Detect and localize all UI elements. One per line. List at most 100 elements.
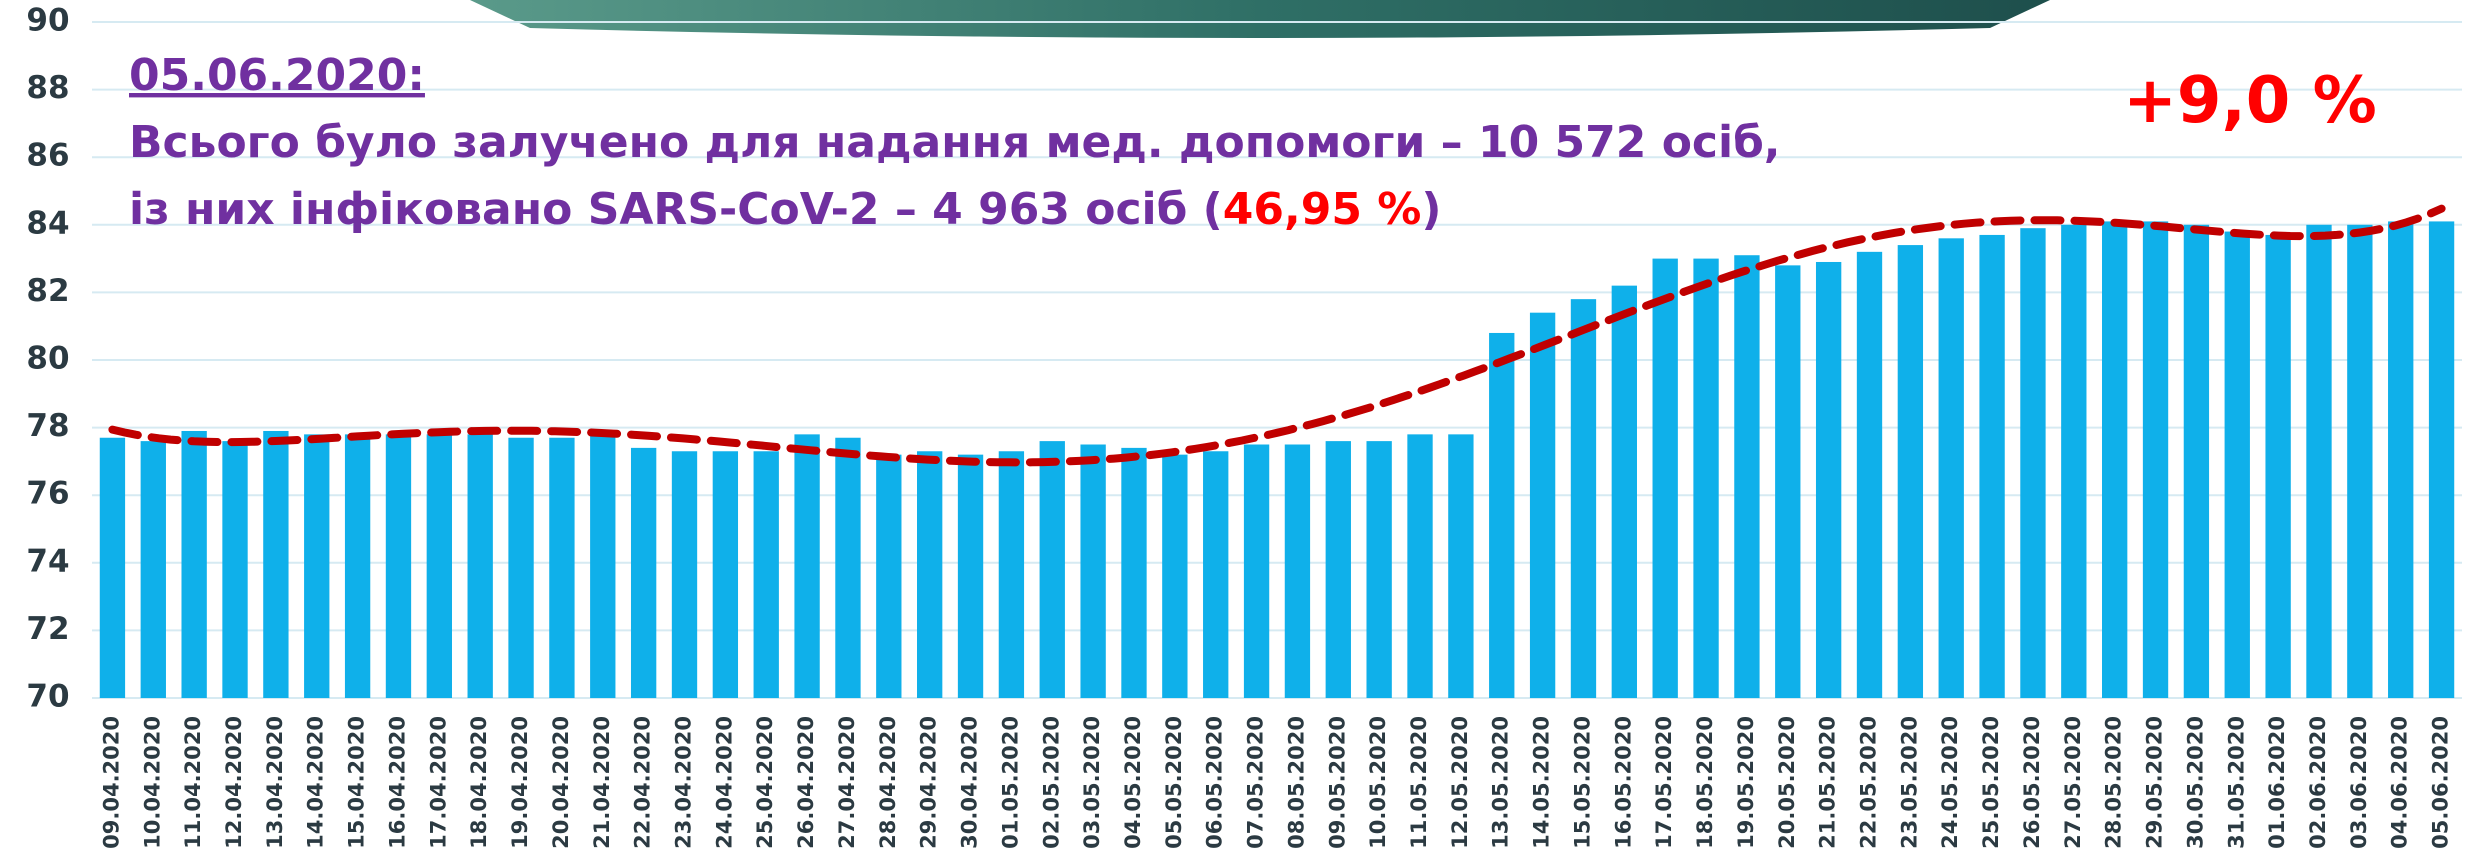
y-tick-label: 70 (26, 679, 69, 715)
bar (2224, 231, 2250, 698)
bar (998, 451, 1025, 698)
bar (917, 451, 943, 698)
y-tick-label: 80 (26, 341, 69, 377)
y-tick-label: 76 (26, 476, 69, 512)
bar (1775, 265, 1801, 698)
annotation-text: із них інфіковано SARS-CoV-2 – 4 963 осі… (129, 184, 1223, 235)
x-tick-label: 21.05.2020 (1816, 716, 1840, 849)
x-tick-label: 23.04.2020 (672, 716, 696, 849)
bar (1489, 332, 1515, 698)
bar (1203, 451, 1229, 698)
y-tick-label: 78 (26, 408, 69, 444)
x-tick-label: 29.04.2020 (917, 716, 941, 849)
bar (549, 437, 575, 698)
x-tick-label: 12.04.2020 (222, 716, 246, 849)
x-tick-label: 31.05.2020 (2224, 716, 2248, 849)
annotation-date: 05.06.2020: (129, 50, 425, 101)
bar (712, 451, 739, 698)
x-tick-label: 22.05.2020 (1857, 716, 1881, 849)
bar (2183, 224, 2210, 699)
y-tick-label: 82 (26, 273, 69, 309)
x-tick-label: 13.05.2020 (1489, 716, 1513, 849)
x-tick-label: 18.04.2020 (467, 716, 491, 849)
x-tick-label: 25.05.2020 (1979, 716, 2003, 849)
x-tick-label: 29.05.2020 (2143, 716, 2167, 849)
bar (1366, 441, 1392, 698)
bar (304, 434, 330, 698)
bar (2102, 221, 2128, 699)
x-tick-label: 11.05.2020 (1407, 716, 1431, 849)
bar (590, 434, 616, 698)
bar (957, 454, 984, 698)
y-tick-label: 72 (26, 611, 69, 647)
bar (2142, 221, 2169, 699)
bar (344, 434, 371, 698)
x-tick-label: 22.04.2020 (631, 716, 655, 849)
x-tick-label: 03.05.2020 (1080, 716, 1104, 849)
header-decoration (470, 0, 2050, 38)
bar (385, 434, 412, 698)
x-tick-label: 05.05.2020 (1162, 716, 1186, 849)
bar (1856, 251, 1883, 698)
y-tick-label: 90 (26, 3, 69, 39)
x-tick-label: 01.05.2020 (998, 716, 1022, 849)
bar (1652, 258, 1678, 698)
bar (2388, 221, 2414, 699)
trend (108, 204, 2446, 467)
y-tick-label: 74 (26, 543, 69, 579)
bar (1570, 299, 1597, 698)
bar (467, 434, 493, 698)
bar (426, 434, 452, 698)
x-tick-label: 14.04.2020 (304, 716, 328, 849)
bar (1039, 441, 1065, 698)
annotation-change: +9,0 % (2123, 64, 2376, 138)
y-tick-label: 88 (26, 70, 69, 106)
bar (1121, 447, 1147, 698)
x-tick-label: 13.04.2020 (263, 716, 287, 849)
bar (1693, 258, 1719, 698)
x-tick-label: 07.05.2020 (1244, 716, 1268, 849)
bar (1979, 234, 2005, 698)
x-tick-label: 20.05.2020 (1775, 716, 1799, 849)
x-tick-label: 08.05.2020 (1284, 716, 1308, 849)
x-tick-label: 16.04.2020 (385, 716, 409, 849)
x-tick-label: 25.04.2020 (753, 716, 777, 849)
bar (1407, 434, 1433, 698)
x-tick-label: 21.04.2020 (590, 716, 614, 849)
annotation-line1: Всього було залучено для надання мед. до… (129, 117, 1781, 168)
bar (794, 434, 820, 698)
bar (753, 451, 779, 698)
bars (99, 221, 2455, 699)
bar (263, 430, 289, 698)
bar (99, 437, 126, 698)
bar (1284, 444, 1311, 698)
y-tick-label: 86 (26, 138, 69, 174)
x-tick-label: 09.04.2020 (99, 716, 123, 849)
x-tick-label: 15.04.2020 (345, 716, 369, 849)
x-tick-label: 17.04.2020 (426, 716, 450, 849)
x-tick-label: 04.05.2020 (1121, 716, 1145, 849)
bar (876, 454, 902, 698)
bar (181, 430, 207, 698)
x-tick-label: 11.04.2020 (181, 716, 205, 849)
x-tick-label: 28.04.2020 (876, 716, 900, 849)
x-tick-label: 24.05.2020 (1938, 716, 1962, 849)
x-tick-label: 01.06.2020 (2265, 716, 2289, 849)
x-tick-label: 09.05.2020 (1325, 716, 1349, 849)
bar (1243, 444, 1270, 698)
bar (630, 447, 657, 698)
bar (1448, 434, 1474, 698)
x-tick-label: 04.06.2020 (2388, 716, 2412, 849)
x-tick-label: 27.05.2020 (2061, 716, 2085, 849)
x-tick-label: 05.06.2020 (2429, 716, 2453, 849)
annotation-line2: із них інфіковано SARS-CoV-2 – 4 963 осі… (129, 184, 1442, 235)
x-tick-label: 20.04.2020 (549, 716, 573, 849)
bar (1162, 454, 1188, 698)
bar (1815, 261, 1842, 698)
x-tick-label: 12.05.2020 (1448, 716, 1472, 849)
x-tick-label: 28.05.2020 (2102, 716, 2126, 849)
bar (222, 441, 248, 698)
x-tick-label: 26.05.2020 (2020, 716, 2044, 849)
x-tick-label: 02.05.2020 (1039, 716, 1063, 849)
